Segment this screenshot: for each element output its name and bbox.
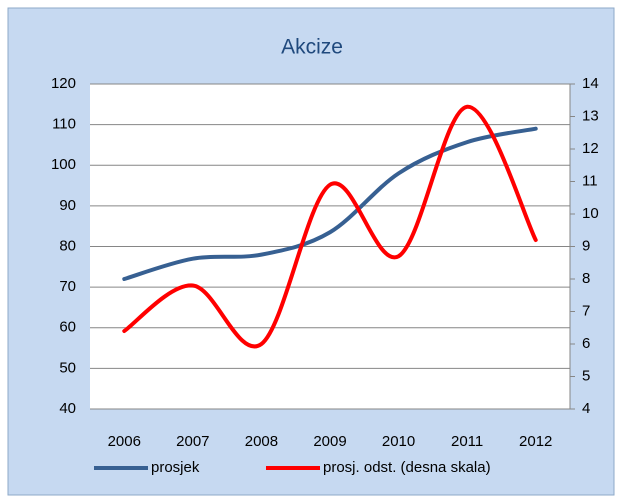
chart-title: Akcize — [281, 36, 343, 59]
y2-tick-label: 12 — [582, 140, 599, 157]
y2-tick-label: 8 — [582, 270, 590, 287]
y-tick-label: 110 — [52, 116, 76, 133]
y-tick-label: 70 — [59, 278, 76, 295]
y-tick-label: 120 — [51, 75, 76, 92]
y2-tick-label: 5 — [582, 367, 590, 384]
y-tick-label: 60 — [59, 319, 76, 336]
y-tick-label: 40 — [59, 400, 76, 417]
legend-label: prosj. odst. (desna skala) — [323, 459, 491, 476]
y2-tick-label: 13 — [582, 107, 599, 124]
y-tick-label: 90 — [59, 197, 76, 214]
line-series — [122, 104, 538, 349]
y-tick-label: 80 — [59, 237, 76, 254]
x-tick-label: 2006 — [108, 433, 141, 450]
y2-tick-label: 14 — [582, 75, 599, 92]
y2-tick-label: 11 — [582, 172, 598, 189]
y2-tick-label: 7 — [582, 302, 590, 319]
x-tick-label: 2007 — [176, 433, 209, 450]
y2-tick-label: 9 — [582, 237, 590, 254]
x-tick-label: 2011 — [451, 433, 483, 450]
x-tick-label: 2009 — [313, 433, 346, 450]
x-tick-label: 2010 — [382, 433, 415, 450]
y2-tick-label: 4 — [582, 400, 590, 417]
y-tick-label: 50 — [59, 359, 76, 376]
y2-tick-label: 10 — [582, 205, 599, 222]
line-series — [122, 126, 538, 281]
legend-label: prosjek — [151, 459, 200, 476]
x-tick-label: 2012 — [519, 433, 552, 450]
y2-tick-label: 6 — [582, 335, 590, 352]
x-tick-label: 2008 — [245, 433, 278, 450]
y-tick-label: 100 — [51, 156, 76, 173]
